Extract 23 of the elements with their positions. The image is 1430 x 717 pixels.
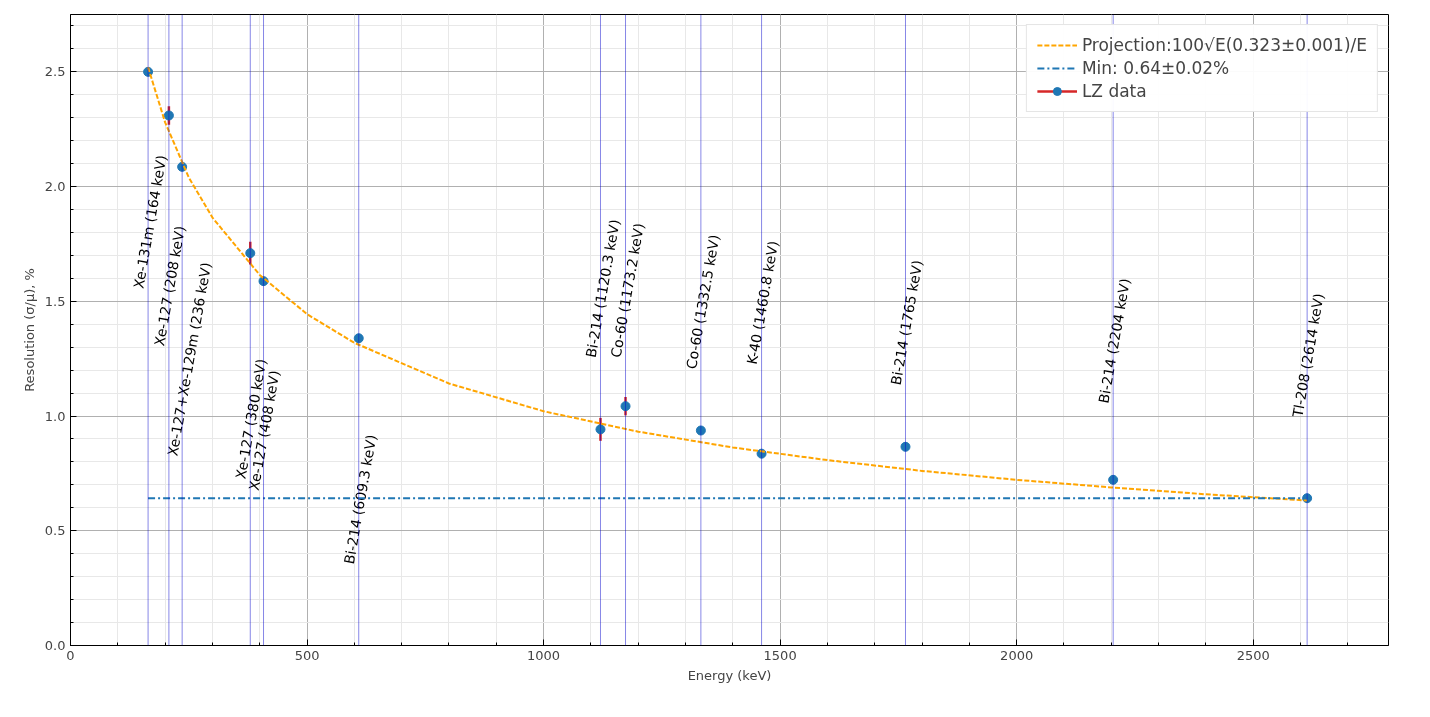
- x-tick-label: 1500: [763, 647, 797, 663]
- x-tick-label: 1000: [527, 647, 561, 663]
- x-axis-title: Energy (keV): [687, 667, 772, 683]
- y-tick-label: 0.5: [44, 523, 66, 539]
- y-tick-label: 0.0: [44, 638, 66, 653]
- y-tick-label: 1.0: [44, 408, 66, 424]
- y-tick-label: 2.5: [44, 64, 66, 80]
- y-tick-label: 1.5: [44, 293, 66, 309]
- ref-line-label: Bi-214 (609.3 keV): [340, 433, 380, 566]
- ref-line-label: Tl-208 (2614 keV): [1289, 292, 1327, 420]
- y-tick-label: 2.0: [44, 179, 66, 195]
- x-tick-label: 500: [294, 647, 320, 663]
- ref-line-label: Bi-214 (2204 keV): [1095, 277, 1134, 405]
- x-tick-label: 0: [66, 647, 75, 663]
- ref-line-label: Bi-214 (1765 keV): [887, 258, 926, 387]
- y-axis-title: Resolution (σ/μ), %: [21, 268, 37, 392]
- ref-line-label: Co-60 (1332.5 keV): [683, 233, 723, 371]
- ref-line-label: K-40 (1460.8 keV): [743, 239, 782, 366]
- x-tick-label: 2000: [1000, 647, 1034, 663]
- legend-label: Min: 0.64±0.02%: [1081, 58, 1230, 78]
- legend-label: LZ data: [1081, 81, 1147, 101]
- legend-label: Projection:100√E(0.323±0.001)/E: [1081, 35, 1367, 55]
- x-tick-label: 2500: [1236, 647, 1270, 663]
